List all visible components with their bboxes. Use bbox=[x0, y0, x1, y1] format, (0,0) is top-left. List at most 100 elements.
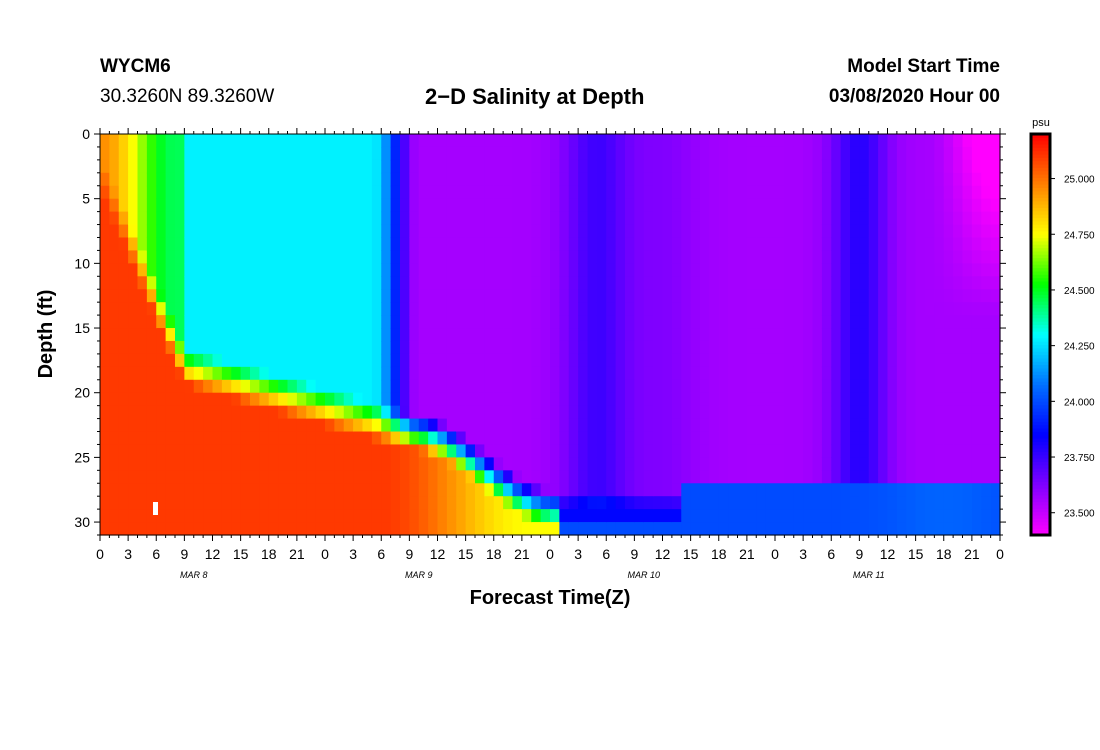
heatmap-cell bbox=[512, 483, 523, 497]
heatmap-cell bbox=[353, 470, 364, 484]
heatmap-cell bbox=[521, 340, 532, 355]
heatmap-cell bbox=[737, 134, 748, 148]
heatmap-cell bbox=[278, 224, 289, 239]
heatmap-cell bbox=[737, 159, 748, 174]
heatmap-cell bbox=[240, 470, 251, 484]
heatmap-cell bbox=[540, 185, 551, 200]
heatmap-cell bbox=[221, 431, 232, 446]
heatmap-cell bbox=[868, 340, 879, 355]
heatmap-cell bbox=[643, 457, 654, 471]
heatmap-cell bbox=[165, 276, 176, 290]
heatmap-cell bbox=[859, 224, 870, 239]
colorbar-cell bbox=[1031, 157, 1050, 162]
heatmap-cell bbox=[878, 315, 889, 329]
heatmap-cell bbox=[278, 340, 289, 355]
heatmap-cell bbox=[203, 483, 214, 497]
heatmap-cell bbox=[540, 392, 551, 407]
heatmap-cell bbox=[118, 353, 129, 368]
heatmap-cell bbox=[521, 146, 532, 161]
heatmap-cell bbox=[765, 289, 776, 303]
heatmap-cell bbox=[568, 444, 579, 458]
heatmap-cell bbox=[962, 134, 973, 148]
heatmap-cell bbox=[971, 444, 982, 458]
heatmap-cell bbox=[362, 198, 373, 213]
colorbar-tick-label: 24.250 bbox=[1064, 342, 1095, 353]
heatmap-cell bbox=[587, 159, 598, 174]
heatmap-cell bbox=[925, 483, 935, 497]
heatmap-cell bbox=[559, 496, 570, 510]
heatmap-cell bbox=[568, 172, 579, 187]
heatmap-cell bbox=[981, 496, 992, 510]
heatmap-cell bbox=[456, 366, 467, 381]
heatmap-cell bbox=[606, 340, 617, 355]
heatmap-cell bbox=[915, 263, 926, 277]
heatmap-cell bbox=[634, 159, 645, 174]
heatmap-cell bbox=[896, 431, 907, 446]
heatmap-cell bbox=[962, 366, 973, 381]
heatmap-cell bbox=[943, 134, 954, 148]
heatmap-cell bbox=[971, 470, 982, 484]
heatmap-cell bbox=[259, 198, 270, 213]
heatmap-cell bbox=[878, 431, 889, 446]
heatmap-cell bbox=[793, 276, 804, 290]
colorbar-cell bbox=[1031, 367, 1050, 372]
heatmap-cell bbox=[493, 522, 504, 536]
heatmap-cell bbox=[868, 522, 879, 536]
heatmap-cell bbox=[756, 146, 767, 161]
heatmap-cell bbox=[559, 431, 570, 446]
heatmap-cell bbox=[793, 328, 804, 342]
heatmap-cell bbox=[240, 198, 251, 213]
heatmap-cell bbox=[803, 340, 814, 355]
heatmap-cell bbox=[521, 379, 532, 394]
heatmap-cell bbox=[465, 315, 476, 329]
heatmap-cell bbox=[840, 315, 851, 329]
heatmap-cell bbox=[531, 315, 542, 329]
heatmap-cell bbox=[578, 392, 589, 407]
heatmap-cell bbox=[643, 172, 654, 187]
heatmap-cell bbox=[625, 457, 635, 471]
heatmap-cell bbox=[456, 483, 467, 497]
heatmap-cell bbox=[118, 328, 129, 342]
heatmap-cell bbox=[859, 483, 870, 497]
heatmap-cell bbox=[296, 353, 307, 368]
heatmap-cell bbox=[437, 250, 448, 264]
heatmap-cell bbox=[568, 185, 579, 200]
heatmap-cell bbox=[971, 379, 982, 394]
heatmap-cell bbox=[531, 366, 542, 381]
heatmap-cell bbox=[831, 276, 842, 290]
heatmap-cell bbox=[278, 289, 289, 303]
heatmap-cell bbox=[615, 302, 626, 316]
heatmap-cell bbox=[756, 237, 767, 252]
heatmap-cell bbox=[953, 392, 964, 407]
heatmap-cell bbox=[193, 522, 204, 536]
heatmap-cell bbox=[990, 366, 1001, 381]
heatmap-cell bbox=[231, 522, 242, 536]
heatmap-cell bbox=[737, 340, 748, 355]
heatmap-cell bbox=[521, 483, 532, 497]
heatmap-cell bbox=[896, 353, 907, 368]
heatmap-cell bbox=[118, 470, 129, 484]
heatmap-cell bbox=[906, 418, 917, 433]
heatmap-cell bbox=[550, 224, 560, 239]
heatmap-cell bbox=[259, 366, 270, 381]
heatmap-cell bbox=[465, 159, 476, 174]
heatmap-cell bbox=[887, 470, 898, 484]
heatmap-cell bbox=[240, 159, 251, 174]
heatmap-cell bbox=[418, 509, 429, 523]
heatmap-cell bbox=[268, 211, 279, 226]
heatmap-cell bbox=[568, 379, 579, 394]
heatmap-cell bbox=[278, 159, 289, 174]
heatmap-cell bbox=[962, 431, 973, 446]
heatmap-cell bbox=[475, 522, 485, 536]
heatmap-cell bbox=[981, 289, 992, 303]
heatmap-cell bbox=[925, 224, 935, 239]
heatmap-cell bbox=[625, 379, 635, 394]
heatmap-cell bbox=[418, 302, 429, 316]
heatmap-cell bbox=[343, 509, 354, 523]
heatmap-cell bbox=[531, 146, 542, 161]
heatmap-cell bbox=[559, 509, 570, 523]
heatmap-cell bbox=[896, 470, 907, 484]
heatmap-cell bbox=[803, 522, 814, 536]
heatmap-cell bbox=[737, 172, 748, 187]
heatmap-cell bbox=[418, 431, 429, 446]
